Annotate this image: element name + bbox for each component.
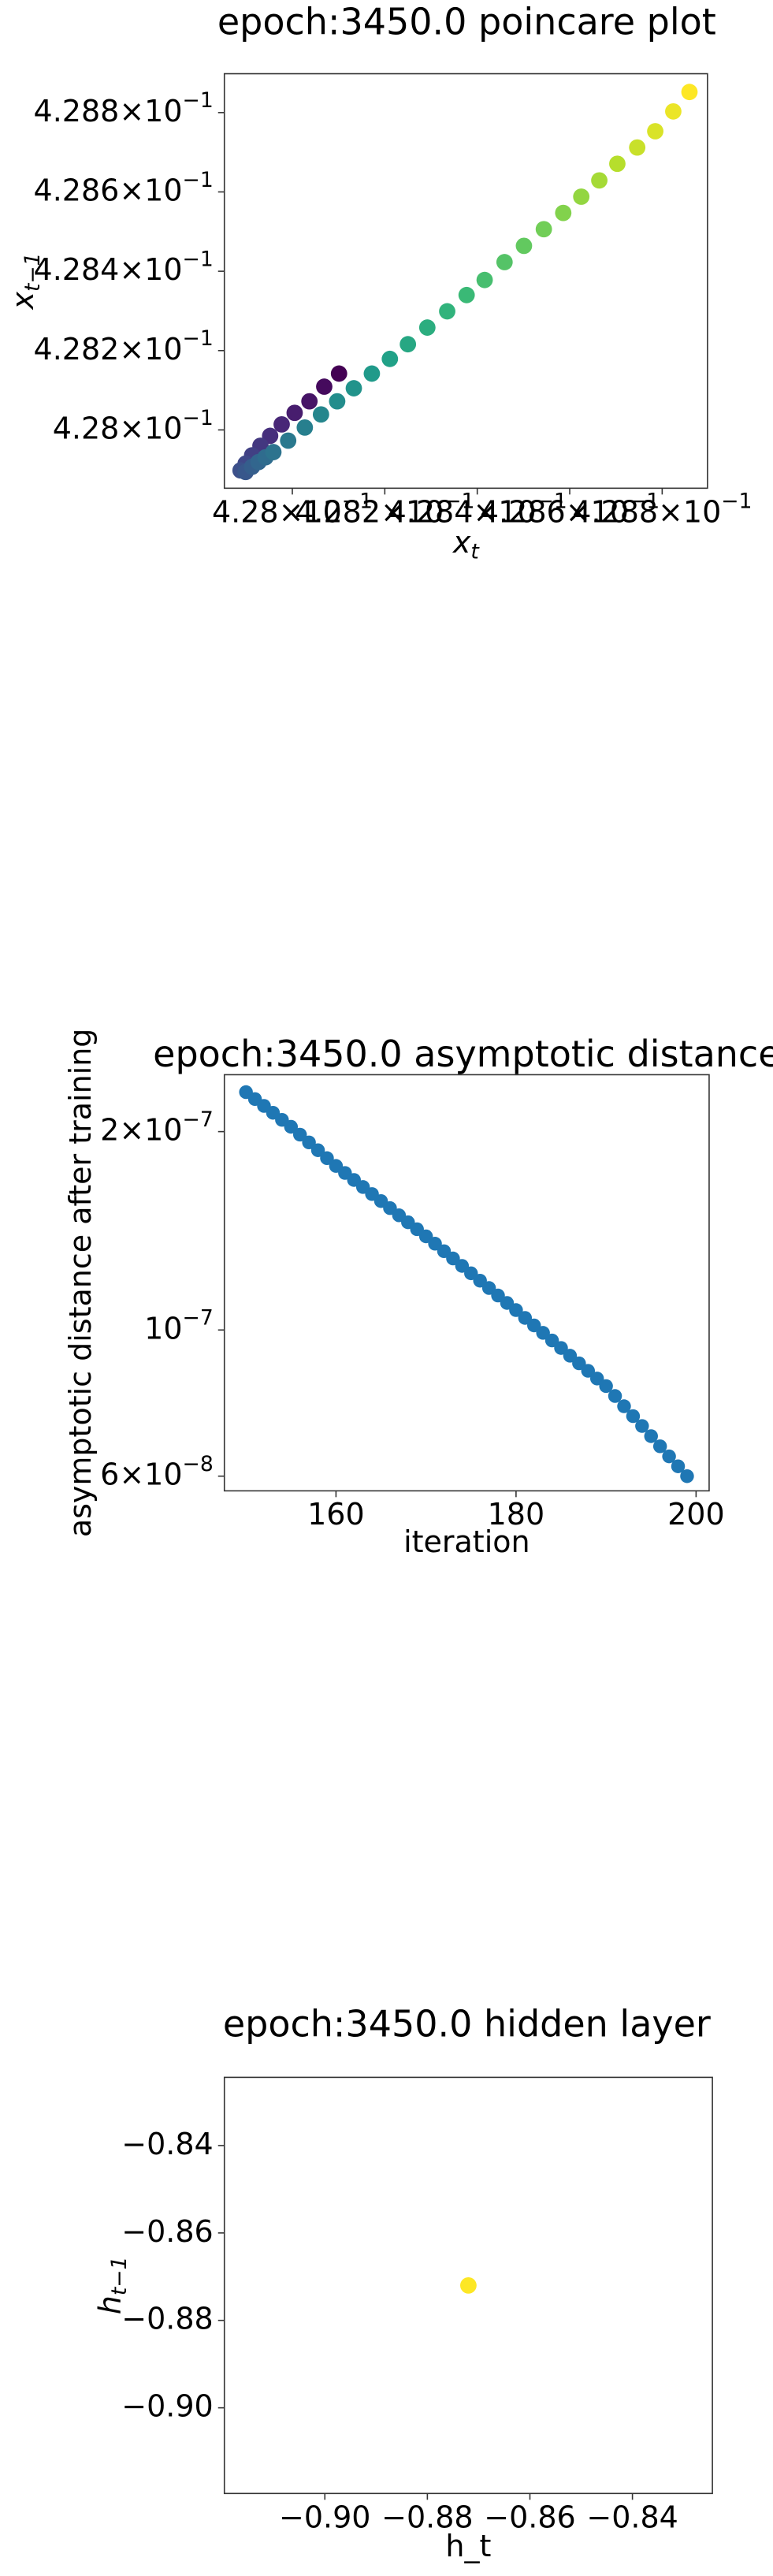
point bbox=[680, 1469, 694, 1483]
point bbox=[572, 1356, 586, 1371]
x-axis-label: xt bbox=[452, 525, 481, 564]
y-tick-label: 4.284×10−1 bbox=[34, 247, 214, 287]
chart: epoch:3450.0 poincare plot4.28×10−14.282… bbox=[6, 1, 753, 564]
x-tick-label: −0.84 bbox=[586, 2500, 678, 2534]
chart-title: epoch:3450.0 poincare plot bbox=[217, 1, 716, 43]
point bbox=[635, 1419, 649, 1433]
x-tick-label: 4.284×10−1 bbox=[388, 489, 567, 529]
y-tick-label: 4.288×10−1 bbox=[34, 88, 214, 128]
point bbox=[563, 1349, 578, 1363]
point bbox=[671, 1459, 686, 1473]
x-axis-label: h_t bbox=[445, 2528, 491, 2563]
point bbox=[573, 188, 590, 205]
point bbox=[535, 221, 552, 238]
y-tick-label: 4.28×10−1 bbox=[53, 405, 214, 445]
point bbox=[665, 102, 682, 120]
chart-title: epoch:3450.0 asymptotic distance bbox=[153, 1033, 773, 1075]
point bbox=[496, 254, 513, 270]
point bbox=[652, 1439, 667, 1454]
point bbox=[599, 1379, 613, 1394]
x-tick-label: 180 bbox=[488, 1497, 545, 1532]
chart: epoch:3450.0 asymptotic distance 160 180 20… bbox=[62, 1029, 773, 1559]
point bbox=[536, 1326, 550, 1340]
point bbox=[428, 1237, 442, 1251]
x-tick-label: −0.86 bbox=[484, 2500, 575, 2534]
plot-frame bbox=[223, 73, 708, 490]
y-axis-label: ht−1 bbox=[92, 2256, 132, 2314]
point bbox=[518, 1311, 533, 1325]
point bbox=[265, 444, 282, 460]
y-tick-label: −0.88 bbox=[121, 2301, 213, 2336]
chart: epoch:3450.0 hidden layer −0.90 −0.88 −0.86… bbox=[92, 2002, 713, 2563]
y-tick-label: −0.86 bbox=[121, 2213, 213, 2248]
point bbox=[554, 1341, 568, 1355]
point bbox=[555, 204, 572, 221]
x-tick-label: 4.282×10−1 bbox=[295, 489, 474, 529]
x-tick-label: 160 bbox=[307, 1497, 365, 1532]
x-tick-label: 4.288×10−1 bbox=[572, 489, 752, 529]
point bbox=[458, 286, 475, 303]
point bbox=[476, 271, 493, 288]
point bbox=[301, 393, 318, 410]
y-tick-label: 4.282×10−1 bbox=[34, 326, 214, 367]
plot-frame bbox=[223, 1074, 710, 1492]
x-axis-label: iteration bbox=[403, 1524, 530, 1558]
x-tick-label: −0.88 bbox=[381, 2500, 473, 2534]
y-axis-label: xt−1 bbox=[6, 252, 45, 310]
point bbox=[460, 2276, 477, 2294]
x-tick-label: 4.28×10−1 bbox=[212, 489, 373, 529]
point bbox=[296, 419, 314, 436]
y-tick-label: 10−7 bbox=[144, 1305, 214, 1346]
point bbox=[644, 1429, 658, 1443]
point bbox=[439, 303, 455, 320]
x-tick-label: −0.90 bbox=[279, 2500, 370, 2534]
point bbox=[629, 139, 646, 156]
point bbox=[544, 1333, 559, 1348]
x-tick-label: 4.286×10−1 bbox=[480, 489, 660, 529]
point bbox=[662, 1449, 676, 1464]
point bbox=[609, 155, 626, 173]
point bbox=[310, 1143, 325, 1157]
point bbox=[292, 1127, 307, 1142]
point bbox=[481, 1281, 496, 1295]
point bbox=[312, 406, 329, 423]
point bbox=[329, 393, 346, 410]
point bbox=[381, 350, 399, 367]
point bbox=[509, 1303, 523, 1317]
point bbox=[608, 1389, 622, 1403]
point bbox=[400, 336, 417, 353]
point bbox=[515, 237, 533, 255]
point bbox=[681, 84, 698, 101]
point bbox=[284, 1119, 299, 1134]
y-tick-label: 6×10−8 bbox=[100, 1452, 214, 1492]
y-tick-label: −0.90 bbox=[121, 2388, 213, 2423]
chart-title: epoch:3450.0 hidden layer bbox=[223, 2002, 711, 2045]
point bbox=[345, 380, 362, 396]
point bbox=[363, 365, 381, 382]
y-tick-label: 4.286×10−1 bbox=[34, 167, 214, 207]
point bbox=[589, 1372, 604, 1386]
point bbox=[320, 1151, 334, 1165]
point bbox=[286, 404, 303, 422]
point bbox=[581, 1364, 596, 1378]
point bbox=[617, 1399, 631, 1413]
point bbox=[330, 365, 347, 382]
point bbox=[626, 1409, 641, 1424]
point bbox=[591, 172, 608, 189]
y-tick-label: −0.84 bbox=[121, 2126, 213, 2161]
y-axis-label: asymptotic distance after training bbox=[62, 1029, 97, 1538]
point bbox=[418, 319, 436, 336]
point bbox=[280, 432, 297, 449]
point bbox=[647, 123, 663, 140]
point bbox=[316, 378, 333, 395]
point bbox=[302, 1135, 316, 1150]
point bbox=[273, 415, 290, 433]
plot-frame bbox=[223, 2076, 713, 2495]
y-tick-label: 2×10−7 bbox=[100, 1107, 214, 1147]
x-tick-label: 200 bbox=[667, 1497, 725, 1532]
